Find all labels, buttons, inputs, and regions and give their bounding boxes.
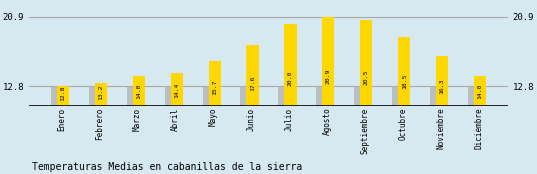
Bar: [474, 76, 486, 174]
Bar: [171, 73, 183, 174]
Text: 13.2: 13.2: [98, 85, 104, 100]
Bar: [202, 86, 211, 174]
Text: 20.9: 20.9: [326, 68, 331, 84]
Bar: [133, 76, 145, 174]
Bar: [468, 86, 476, 174]
Bar: [51, 86, 59, 174]
Text: 20.5: 20.5: [364, 69, 369, 85]
Bar: [57, 86, 69, 174]
Text: 16.3: 16.3: [440, 78, 445, 94]
Bar: [392, 86, 401, 174]
Bar: [246, 45, 259, 174]
Bar: [436, 56, 448, 174]
Bar: [430, 86, 438, 174]
Text: 20.0: 20.0: [288, 70, 293, 86]
Bar: [316, 86, 325, 174]
Bar: [208, 61, 221, 174]
Text: 17.6: 17.6: [250, 75, 255, 91]
Bar: [127, 86, 135, 174]
Bar: [360, 20, 372, 174]
Bar: [165, 86, 173, 174]
Text: 14.0: 14.0: [136, 83, 141, 99]
Text: 15.7: 15.7: [212, 80, 217, 95]
Bar: [89, 86, 97, 174]
Bar: [278, 86, 287, 174]
Bar: [285, 24, 296, 174]
Text: 18.5: 18.5: [402, 73, 407, 89]
Text: Temperaturas Medias en cabanillas de la sierra: Temperaturas Medias en cabanillas de la …: [32, 162, 302, 172]
Bar: [241, 86, 249, 174]
Bar: [354, 86, 362, 174]
Text: 14.4: 14.4: [174, 82, 179, 98]
Text: 14.0: 14.0: [477, 83, 483, 99]
Bar: [398, 37, 410, 174]
Text: 12.8: 12.8: [61, 86, 66, 101]
Bar: [322, 17, 335, 174]
Bar: [95, 83, 107, 174]
